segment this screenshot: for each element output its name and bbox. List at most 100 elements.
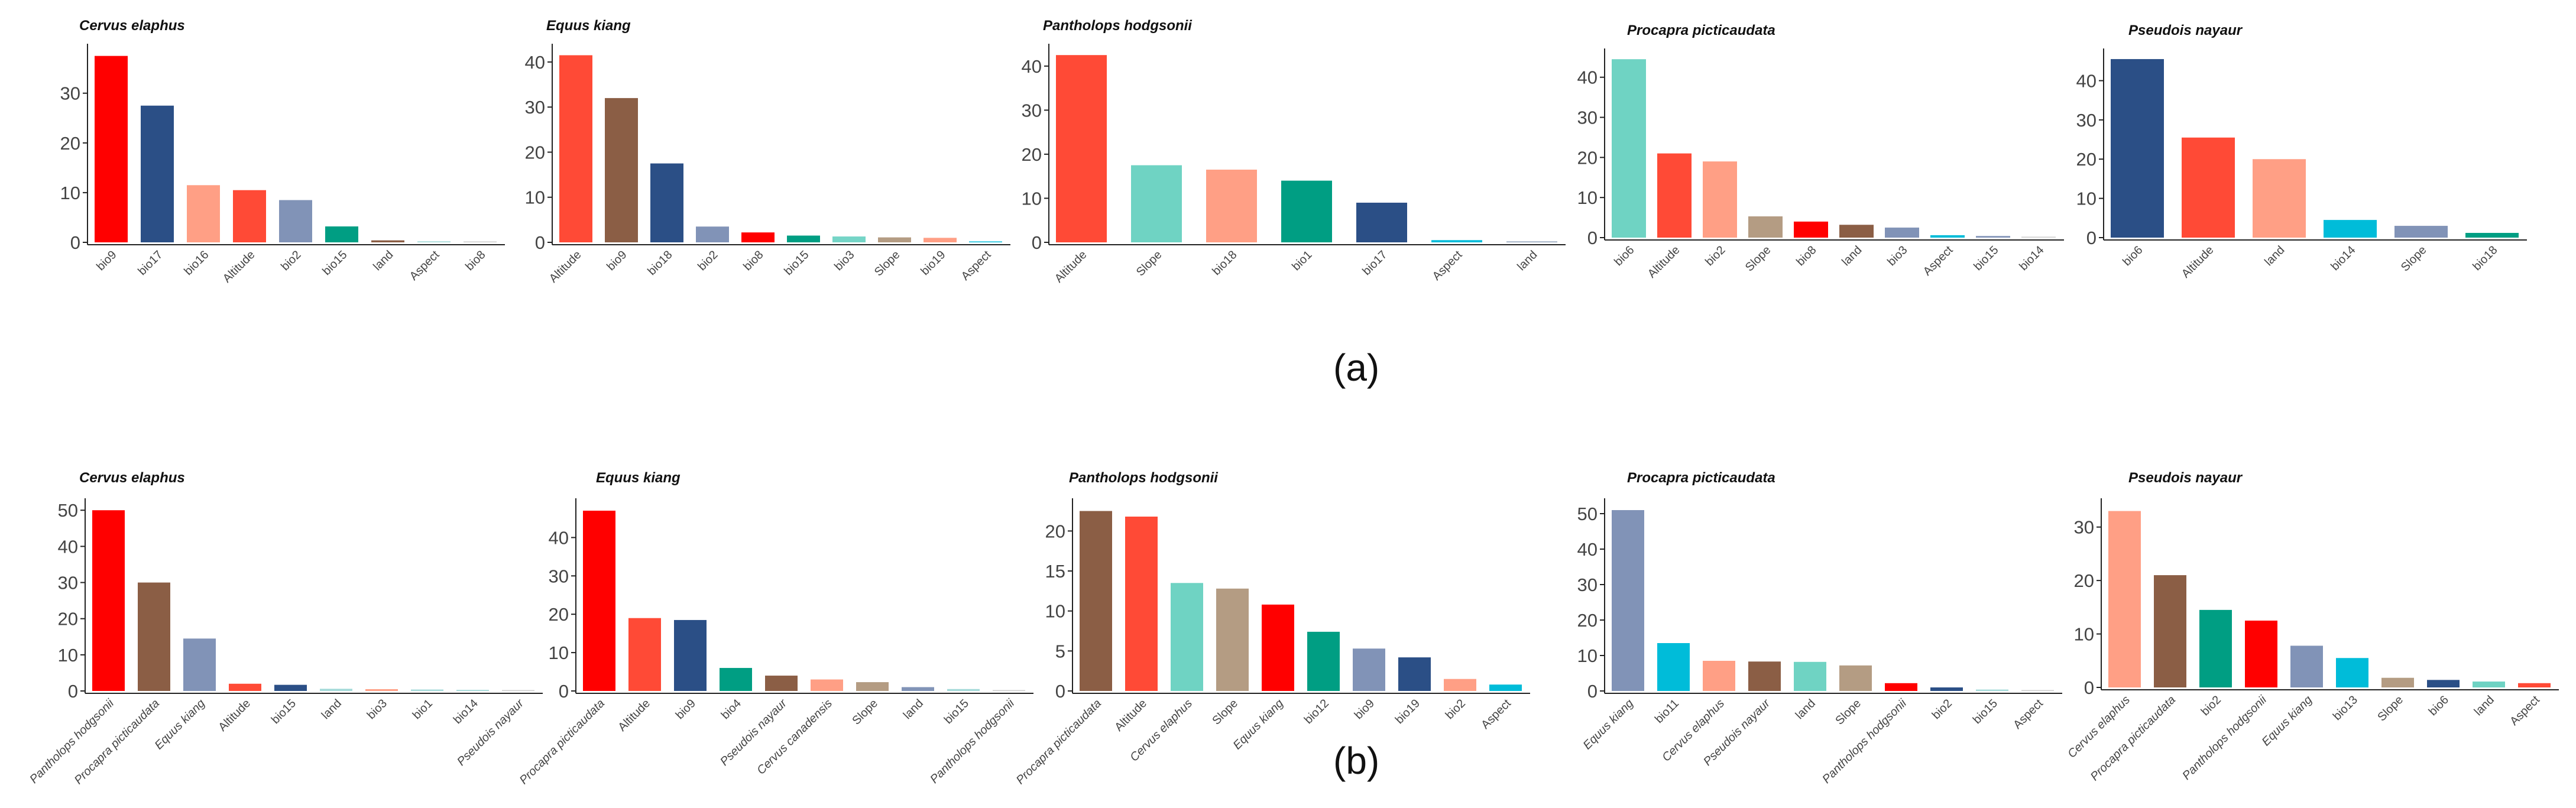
y-tick-label: 10 (1577, 187, 1598, 208)
y-tick-label: 30 (2076, 110, 2097, 131)
bar-bio15 (274, 684, 307, 691)
x-tick-label: bio14 (2328, 244, 2358, 273)
bar-bio15 (787, 235, 820, 242)
bar-bio3 (365, 689, 398, 691)
x-tick-label: bio2 (1930, 697, 1955, 722)
panel-b-pseudois-nayaur: Pseudois nayaur 0 10 20 30 Cervus elaphus Pro… (2065, 470, 2559, 783)
y-tick-label: 0 (2084, 677, 2094, 698)
x-tick-label: Aspect (2507, 693, 2542, 728)
bar-bio14 (2324, 220, 2377, 238)
bar-bio16 (187, 185, 220, 242)
y-tick-label: 10 (2076, 189, 2097, 209)
y-tick-label: 20 (1045, 521, 1065, 541)
y-tick-label: 0 (535, 232, 545, 253)
x-tick-label: Pantholops hodgsonii (928, 697, 1017, 786)
y-tick-label: 30 (549, 566, 569, 586)
bar-bio9 (95, 56, 128, 242)
x-tick-label: Aspect (1479, 697, 1514, 732)
bar-cervus-canadensis (811, 679, 843, 691)
x-tick-label: bio3 (1885, 244, 1910, 268)
x-tick-label: Slope (1210, 697, 1240, 728)
panel-b-cervus-elaphus: Cervus elaphus 0 10 20 30 40 50 Pantholops hod… (27, 470, 544, 787)
bar-bio8 (1794, 221, 1828, 238)
x-tick-label: Altitude (1052, 248, 1090, 285)
bar-chart: 0 10 20 30 40 Altitude bio9 bio18 bio2 bio8 bio15 b… (525, 44, 1010, 285)
y-tick-label: 5 (1055, 641, 1065, 661)
x-tick-label: bio15 (1971, 244, 2001, 273)
y-tick-label: 30 (58, 573, 78, 593)
bar-bio6 (2427, 680, 2460, 687)
panel-a-equus-kiang: Equus kiang 0 10 20 30 40 Altitude bio9 bio18 bi… (525, 18, 1011, 301)
x-tick-label: bio2 (2199, 693, 2224, 718)
y-tick-label: 10 (525, 187, 545, 208)
bar-altitude (628, 618, 661, 691)
panel-a-pantholops-hodgsonii: Pantholops hodgsonii 0 10 20 30 40 Altitude Sl… (1022, 18, 1566, 301)
y-tick-label: 10 (1045, 601, 1065, 622)
bar-altitude (1056, 55, 1107, 242)
bar-pseudois-nayaur (765, 676, 798, 691)
bar-bio19 (1398, 657, 1431, 691)
y-tick-label: 40 (58, 536, 78, 557)
bar-bio2 (1930, 687, 1963, 691)
y-tick-label: 30 (1022, 100, 1042, 121)
bar-aspect (417, 241, 451, 242)
x-tick-label: bio6 (2120, 244, 2145, 268)
y-tick-label: 20 (525, 142, 545, 163)
x-tick-label: Aspect (1921, 244, 1956, 278)
y-tick-label: 20 (2074, 570, 2094, 591)
panel-b-pantholops-hodgsonii: Pantholops hodgsonii 0 5 10 15 20 Procapra pi… (1014, 470, 1573, 787)
bar-bio15 (1976, 689, 2008, 691)
x-tick-label: bio15 (782, 248, 811, 278)
panel-b-equus-kiang: Equus kiang 0 10 20 30 40 Procapra picticauda… (517, 470, 1035, 787)
x-tick-label: bio6 (1612, 244, 1637, 268)
x-tick-label: Slope (872, 248, 903, 279)
bar-aspect (1431, 240, 1482, 242)
caption-b: (b) (1333, 739, 1380, 782)
bar-pantholops-hodgsonii (993, 690, 1025, 691)
bar-pseudois-nayaur (502, 690, 534, 691)
x-tick-label: Cervus canadensis (754, 697, 835, 777)
bar-bio14 (2021, 236, 2056, 238)
bar-bio1 (1281, 180, 1332, 242)
y-tick-label: 40 (1022, 56, 1042, 77)
x-tick-label: Altitude (547, 248, 584, 285)
bar-bio15 (325, 226, 358, 242)
y-tick-label: 30 (1577, 108, 1598, 128)
bar-aspect (1930, 235, 1965, 238)
x-tick-label: bio14 (2017, 244, 2046, 273)
y-tick-label: 40 (549, 527, 569, 548)
bar-land (2253, 159, 2306, 238)
bar-chart: 0 10 20 30 bio9 bio17 bio16 Altitude bio2 bio15 la… (60, 44, 505, 285)
bar-bio8 (741, 232, 775, 242)
bar-bio9 (605, 98, 638, 242)
x-tick-label: bio14 (451, 697, 481, 726)
bar-land (2473, 682, 2505, 687)
bar-equus-kiang (183, 638, 216, 691)
bar-pantholops-hodgsonii (92, 510, 125, 691)
x-tick-label: bio6 (2426, 693, 2451, 718)
x-tick-label: bio8 (741, 248, 766, 273)
chart-title: Cervus elaphus (79, 470, 185, 486)
x-tick-label: bio19 (1393, 697, 1423, 726)
bar-slope (2394, 226, 2448, 238)
x-tick-label: Slope (1743, 244, 1774, 274)
caption-a: (a) (1333, 346, 1380, 389)
bar-altitude (229, 683, 261, 691)
bar-procapra-picticaudata (583, 510, 615, 691)
panel-a-procapra-picticaudata: Procapra picticaudata 0 10 20 30 40 bio6 Altit… (1577, 18, 2064, 301)
y-tick-label: 0 (70, 232, 80, 253)
y-tick-label: 50 (58, 500, 78, 521)
y-tick-label: 0 (1055, 681, 1065, 702)
chart-title: Pantholops hodgsonii (1043, 18, 1192, 34)
bar-bio15 (947, 689, 980, 691)
x-tick-label: Aspect (1430, 248, 1465, 283)
y-tick-label: 20 (60, 133, 80, 154)
y-tick-label: 0 (68, 681, 78, 702)
y-tick-label: 0 (559, 681, 569, 702)
x-tick-label: bio13 (2331, 693, 2360, 723)
bar-slope (878, 237, 911, 242)
bar-bio3 (832, 236, 866, 242)
